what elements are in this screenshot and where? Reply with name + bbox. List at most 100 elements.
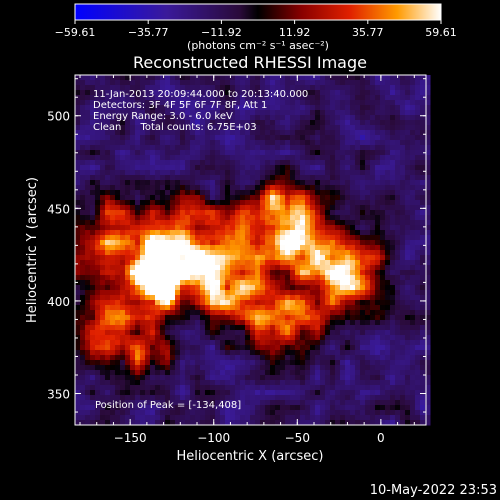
image-pixel <box>210 255 216 261</box>
image-pixel <box>390 290 396 296</box>
image-pixel <box>310 420 316 426</box>
image-pixel <box>80 165 86 171</box>
image-pixel <box>120 420 126 426</box>
image-pixel <box>335 200 341 206</box>
image-pixel <box>420 325 426 331</box>
image-pixel <box>285 370 291 376</box>
image-pixel <box>150 120 156 126</box>
image-pixel <box>285 380 291 386</box>
image-pixel <box>75 80 81 86</box>
image-pixel <box>155 115 161 121</box>
image-pixel <box>235 255 241 261</box>
image-pixel <box>240 215 246 221</box>
image-pixel <box>235 360 241 366</box>
image-pixel <box>180 230 186 236</box>
image-pixel <box>105 140 111 146</box>
image-pixel <box>90 210 96 216</box>
image-pixel <box>410 120 416 126</box>
image-pixel <box>90 415 96 421</box>
image-pixel <box>275 265 281 271</box>
image-pixel <box>225 185 231 191</box>
image-pixel <box>275 305 281 311</box>
image-pixel <box>280 90 286 96</box>
image-pixel <box>255 125 261 131</box>
image-pixel <box>340 185 346 191</box>
image-pixel <box>125 205 131 211</box>
image-pixel <box>260 270 266 276</box>
image-pixel <box>355 165 361 171</box>
image-pixel <box>80 80 86 86</box>
image-pixel <box>275 215 281 221</box>
image-pixel <box>160 390 166 396</box>
image-pixel <box>245 275 251 281</box>
image-pixel <box>300 385 306 391</box>
image-pixel <box>250 80 256 86</box>
image-pixel <box>360 115 366 121</box>
image-pixel <box>395 140 401 146</box>
image-pixel <box>220 155 226 161</box>
image-pixel <box>105 375 111 381</box>
image-pixel <box>120 85 126 91</box>
image-pixel <box>165 395 171 401</box>
image-pixel <box>105 175 111 181</box>
image-pixel <box>110 150 116 156</box>
image-pixel <box>85 260 91 266</box>
image-pixel <box>310 135 316 141</box>
image-pixel <box>290 145 296 151</box>
image-pixel <box>235 415 241 421</box>
image-pixel <box>105 365 111 371</box>
image-pixel <box>300 290 306 296</box>
image-pixel <box>245 320 251 326</box>
image-pixel <box>80 90 86 96</box>
image-pixel <box>190 180 196 186</box>
image-pixel <box>180 290 186 296</box>
image-pixel <box>395 85 401 91</box>
image-pixel <box>305 200 311 206</box>
image-pixel <box>110 145 116 151</box>
image-pixel <box>355 350 361 356</box>
image-pixel <box>120 370 126 376</box>
image-pixel <box>335 95 341 101</box>
image-pixel <box>220 275 226 281</box>
image-pixel <box>295 200 301 206</box>
image-pixel <box>350 420 356 426</box>
image-pixel <box>225 160 231 166</box>
image-pixel <box>155 415 161 421</box>
image-pixel <box>330 240 336 246</box>
image-pixel <box>250 400 256 406</box>
image-pixel <box>420 175 426 181</box>
image-pixel <box>175 420 181 426</box>
colorbar-unit-label: (photons cm⁻² s⁻¹ asec⁻²) <box>187 39 329 52</box>
image-pixel <box>240 90 246 96</box>
image-pixel <box>210 290 216 296</box>
image-pixel <box>425 165 431 171</box>
image-pixel <box>415 165 421 171</box>
image-pixel <box>110 330 116 336</box>
image-pixel <box>150 290 156 296</box>
image-pixel <box>130 90 136 96</box>
image-pixel <box>350 280 356 286</box>
image-pixel <box>350 290 356 296</box>
image-pixel <box>410 325 416 331</box>
image-pixel <box>415 315 421 321</box>
image-pixel <box>180 420 186 426</box>
image-pixel <box>300 205 306 211</box>
image-pixel <box>260 400 266 406</box>
image-pixel <box>250 190 256 196</box>
image-pixel <box>205 340 211 346</box>
image-pixel <box>295 90 301 96</box>
image-pixel <box>205 190 211 196</box>
image-pixel <box>320 185 326 191</box>
image-pixel <box>210 220 216 226</box>
image-pixel <box>360 310 366 316</box>
image-pixel <box>140 250 146 256</box>
image-pixel <box>240 400 246 406</box>
image-pixel <box>300 90 306 96</box>
image-pixel <box>200 165 206 171</box>
image-pixel <box>205 280 211 286</box>
image-pixel <box>415 160 421 166</box>
image-pixel <box>90 230 96 236</box>
image-pixel <box>375 325 381 331</box>
image-pixel <box>380 305 386 311</box>
image-pixel <box>290 320 296 326</box>
